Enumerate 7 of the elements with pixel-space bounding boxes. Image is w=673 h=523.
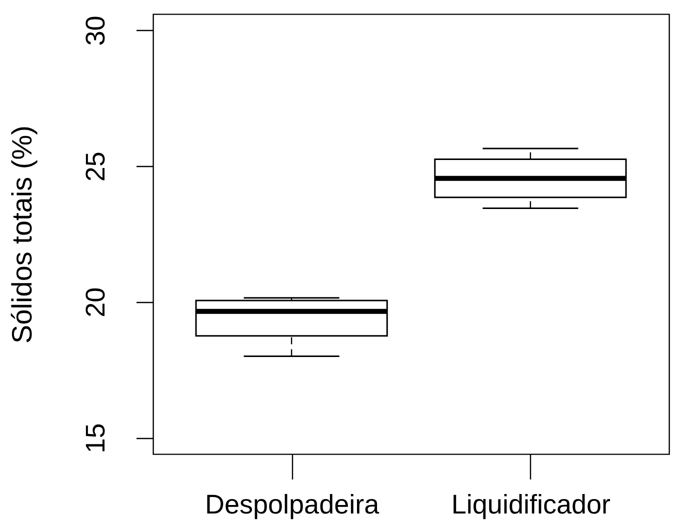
x-tick-label: Liquidificador [451,490,610,520]
y-tick-label: 25 [80,152,110,182]
y-tick-label: 30 [80,16,110,46]
x-tick-label: Despolpadeira [204,490,380,520]
y-tick-label: 15 [80,423,110,454]
y-axis-title: Sólidos totais (%) [6,126,38,344]
y-tick-label: 20 [80,287,110,318]
